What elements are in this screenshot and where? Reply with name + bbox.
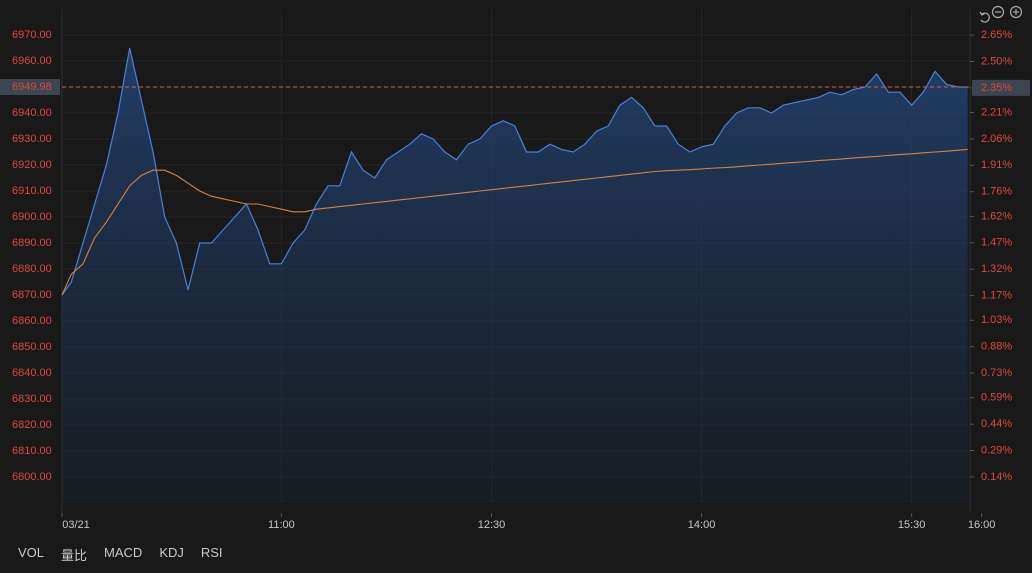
y-tick-label: 6920.00 [12,159,52,171]
y-tick-label: 6890.00 [12,237,52,249]
x-tick-label: 15:30 [898,519,926,531]
y2-tick-label: 1.47% [981,237,1012,249]
y2-tick-label: 1.91% [981,159,1012,171]
y2-tick-label: 1.76% [981,186,1012,198]
y2-tick-label: 0.73% [981,367,1012,379]
x-tick-label: 03/21 [62,519,90,531]
y2-tick-label: 0.59% [981,392,1012,404]
y-tick-label: 6810.00 [12,445,52,457]
y2-tick-label: 0.29% [981,444,1012,456]
y2-tick-label: 2.65% [981,29,1012,41]
zoom-out-button[interactable] [991,5,1005,19]
y-tick-label: 6960.00 [12,55,52,67]
indicator-tab[interactable]: 量比 [61,548,88,563]
y-tick-label: 6840.00 [12,367,52,379]
y2-tick-label: 0.88% [981,341,1012,353]
y-tick-label: 6900.00 [12,211,52,223]
x-tick-label: 16:00 [968,519,996,531]
y2-tick-label: 1.32% [981,263,1012,275]
indicator-tab[interactable]: VOL [18,545,45,560]
y-tick-label: 6800.00 [12,471,52,483]
area-fill [62,48,968,503]
y-tick-label: 6940.00 [12,107,52,119]
y2-tick-label: 1.17% [981,290,1012,302]
y-tick-label: 6820.00 [12,419,52,431]
y-tick-label: 6970.00 [12,29,52,41]
y2-tick-label: 2.21% [981,106,1012,118]
x-tick-label: 12:30 [478,519,506,531]
zoom-in-button[interactable] [1009,5,1023,19]
last-price-label: 6949.98 [12,81,52,93]
y2-tick-label: 1.62% [981,210,1012,222]
series-line [61,148,968,296]
y-tick-label: 6830.00 [12,393,52,405]
chart: 6970.006960.006950.006940.006930.006920.… [0,5,1030,531]
y2-tick-label: 2.06% [981,133,1012,145]
y-tick-label: 6880.00 [12,263,52,275]
last-price-box [0,79,60,96]
indicator-tab[interactable]: MACD [104,545,143,560]
x-tick-label: 14:00 [688,519,716,531]
y-tick-label: 6860.00 [12,315,52,327]
indicator-tab[interactable]: RSI [200,545,223,560]
y2-tick-label: 1.03% [981,314,1012,326]
series-line [61,47,968,296]
x-tick-label: 11:00 [268,519,295,531]
y-tick-label: 6910.00 [12,185,52,197]
last-change-box [972,79,1030,96]
indicator-tab[interactable]: KDJ [159,545,184,560]
y-tick-label: 6870.00 [12,289,52,301]
y-tick-label: 6850.00 [12,341,52,353]
y2-tick-label: 2.50% [981,55,1012,67]
y-tick-label: 6930.00 [12,133,52,145]
last-change-label: 2.35% [981,82,1012,94]
y2-tick-label: 0.14% [981,471,1012,483]
indicator-tabs: VOL 量比 MACD KDJ RSI [18,545,240,564]
y2-tick-label: 0.44% [981,418,1012,430]
undo-button[interactable] [979,11,990,23]
